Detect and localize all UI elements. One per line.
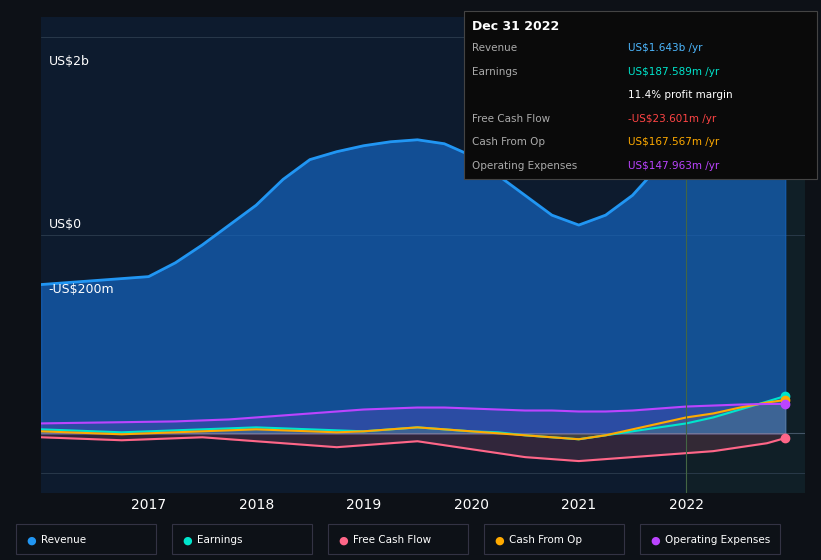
- Text: ●: ●: [650, 535, 660, 545]
- Text: US$1.643b /yr: US$1.643b /yr: [628, 43, 703, 53]
- Text: Cash From Op: Cash From Op: [509, 535, 582, 545]
- Text: US$187.589m /yr: US$187.589m /yr: [628, 67, 719, 77]
- Text: Revenue: Revenue: [41, 535, 86, 545]
- Text: ●: ●: [338, 535, 348, 545]
- Text: US$2b: US$2b: [48, 55, 89, 68]
- Text: Dec 31 2022: Dec 31 2022: [472, 20, 559, 32]
- Bar: [686, 17, 805, 493]
- Text: Earnings: Earnings: [472, 67, 517, 77]
- Text: Free Cash Flow: Free Cash Flow: [472, 114, 550, 124]
- Text: -US$200m: -US$200m: [48, 283, 114, 296]
- Text: ●: ●: [494, 535, 504, 545]
- Text: US$167.567m /yr: US$167.567m /yr: [628, 137, 719, 147]
- Text: US$0: US$0: [48, 218, 82, 231]
- Text: Revenue: Revenue: [472, 43, 517, 53]
- Text: Earnings: Earnings: [197, 535, 242, 545]
- Text: -US$23.601m /yr: -US$23.601m /yr: [628, 114, 716, 124]
- Text: Free Cash Flow: Free Cash Flow: [353, 535, 431, 545]
- Text: ●: ●: [182, 535, 192, 545]
- Text: 11.4% profit margin: 11.4% profit margin: [628, 90, 732, 100]
- Text: US$147.963m /yr: US$147.963m /yr: [628, 161, 719, 171]
- Text: Cash From Op: Cash From Op: [472, 137, 545, 147]
- Text: Operating Expenses: Operating Expenses: [472, 161, 577, 171]
- Text: Operating Expenses: Operating Expenses: [665, 535, 770, 545]
- Text: ●: ●: [26, 535, 36, 545]
